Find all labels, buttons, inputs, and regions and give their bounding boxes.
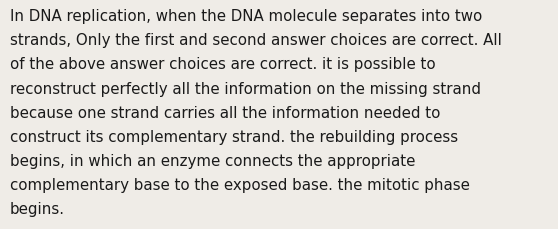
Text: begins, in which an enzyme connects the appropriate: begins, in which an enzyme connects the … (10, 153, 415, 168)
Text: begins.: begins. (10, 202, 65, 216)
Text: strands, Only the first and second answer choices are correct. All: strands, Only the first and second answe… (10, 33, 502, 48)
Text: of the above answer choices are correct. it is possible to: of the above answer choices are correct.… (10, 57, 436, 72)
Text: because one strand carries all the information needed to: because one strand carries all the infor… (10, 105, 440, 120)
Text: complementary base to the exposed base. the mitotic phase: complementary base to the exposed base. … (10, 177, 470, 192)
Text: reconstruct perfectly all the information on the missing strand: reconstruct perfectly all the informatio… (10, 81, 481, 96)
Text: construct its complementary strand. the rebuilding process: construct its complementary strand. the … (10, 129, 458, 144)
Text: In DNA replication, when the DNA molecule separates into two: In DNA replication, when the DNA molecul… (10, 9, 482, 24)
